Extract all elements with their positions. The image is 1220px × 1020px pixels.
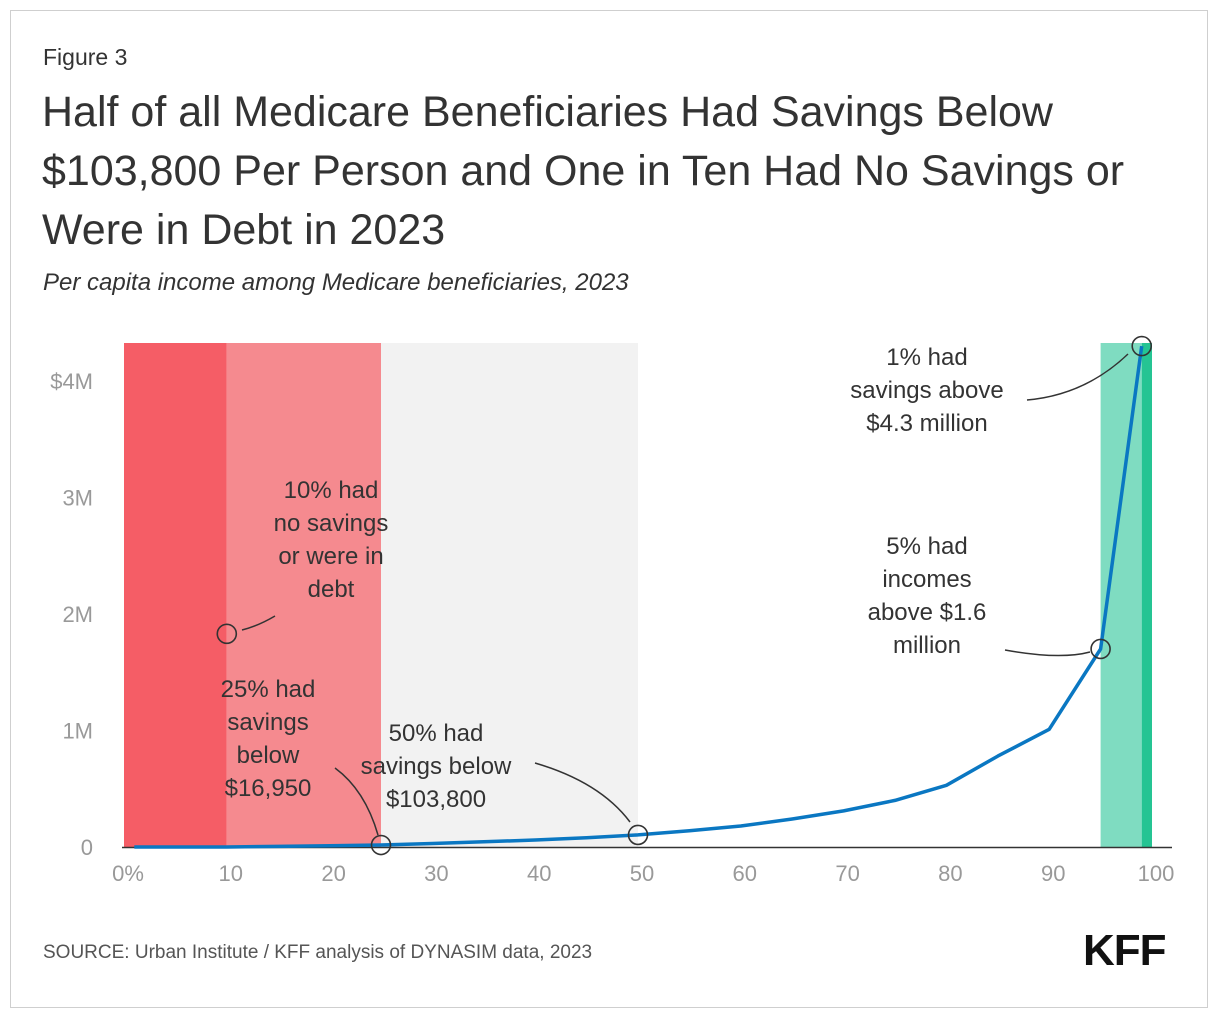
annotation-5pct-line: million [893,632,961,659]
y-tick-label: 1M [62,719,93,744]
annotation-25pct-line: 25% had [221,676,316,703]
annotation-50pct: 50% had savings below $103,800 [361,720,512,813]
annotation-10pct-line: 10% had [284,477,379,504]
annotation-25pct: 25% had savings below $16,950 [221,676,316,802]
annotation-25pct-leader [334,767,379,836]
kff-logo: KFF [1083,926,1167,975]
annotation-10pct: 10% had no savings or were in debt [274,477,389,603]
annotation-10pct-line: no savings [274,510,389,537]
annotation-1pct-line: $4.3 million [866,410,987,437]
band-10-25 [226,343,381,847]
x-tick-label: 60 [733,861,757,886]
annotation-5pct-marker [1090,638,1111,660]
annotation-25pct-line: savings [227,709,308,736]
x-tick-label: 90 [1041,861,1065,886]
y-tick-label: $4M [50,369,93,394]
annotation-5pct-line: 5% had [886,533,967,560]
annotation-50pct-line: savings below [361,753,512,780]
annotation-50pct-marker [627,824,649,846]
annotation-5pct-line: incomes [882,566,971,593]
annotation-1pct-line: 1% had [886,344,967,371]
annotation-1pct: 1% had savings above $4.3 million [850,344,1003,437]
annotation-5pct: 5% had incomes above $1.6 million [868,533,987,659]
x-tick-label: 20 [321,861,345,886]
annotation-25pct-line: below [237,742,300,769]
y-tick-label: 0 [81,835,93,860]
x-tick-label: 40 [527,861,551,886]
x-tick-label: 30 [424,861,448,886]
x-tick-label: 10 [219,861,243,886]
x-tick-label: 100 [1138,861,1175,886]
annotation-1pct-leader [1026,353,1129,401]
chart-subtitle: Per capita income among Medicare benefic… [43,269,629,296]
annotation-25pct-marker [370,834,392,856]
y-tick-label: 3M [62,486,93,511]
band-25-50 [381,343,638,847]
annotation-1pct-marker [1131,335,1153,357]
chart-title: Half of all Medicare Beneficiaries Had S… [42,88,1125,254]
series-line [134,345,1144,849]
x-tick-label: 0% [112,861,144,886]
annotation-50pct-leader [534,762,631,823]
annotation-10pct-leader [241,615,276,631]
x-tick-label: 50 [630,861,654,886]
annotation-50pct-line: $103,800 [386,786,486,813]
annotation-25pct-line: $16,950 [225,775,312,802]
band-99-100 [1141,343,1152,847]
band-0-10 [124,343,227,847]
annotation-10pct-line: or were in [278,543,383,570]
x-tick-label: 80 [938,861,962,886]
x-tick-label: 70 [835,861,859,886]
annotation-10pct-line: debt [308,576,355,603]
annotation-1pct-line: savings above [850,377,1003,404]
annotation-5pct-leader [1004,649,1091,657]
source-note: SOURCE: Urban Institute / KFF analysis o… [43,942,593,963]
annotation-5pct-line: above $1.6 [868,599,987,626]
figure-label: Figure 3 [43,44,128,70]
annotation-50pct-line: 50% had [389,720,484,747]
annotation-10pct-marker [216,623,238,645]
y-tick-label: 2M [62,602,93,627]
